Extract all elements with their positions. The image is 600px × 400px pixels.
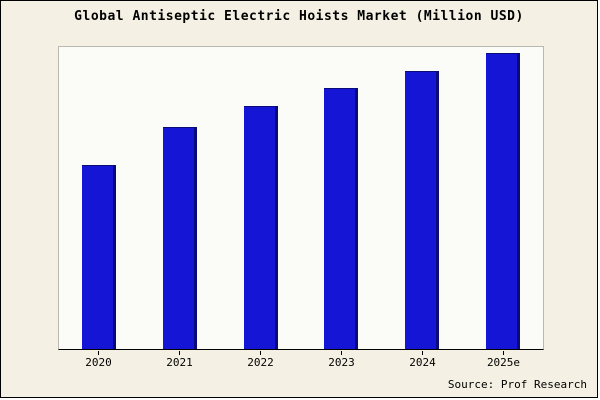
tick-mark xyxy=(422,351,423,355)
x-tick-label: 2020 xyxy=(85,356,112,369)
plot-area xyxy=(58,46,544,350)
x-tick-label: 2021 xyxy=(166,356,193,369)
x-tick: 2024 xyxy=(382,351,463,369)
tick-mark xyxy=(260,351,261,355)
bar xyxy=(163,126,197,349)
bar xyxy=(324,88,359,349)
tick-mark xyxy=(98,351,99,355)
bar-column xyxy=(140,47,221,349)
bar-column xyxy=(301,47,382,349)
bar-column xyxy=(59,47,140,349)
x-axis-labels: 2020 2021 2022 2023 2024 2025e xyxy=(58,351,544,369)
bar-column xyxy=(462,47,543,349)
bar xyxy=(405,70,440,349)
x-tick-label: 2024 xyxy=(409,356,436,369)
tick-mark xyxy=(341,351,342,355)
x-tick-label: 2023 xyxy=(328,356,355,369)
bar xyxy=(243,106,278,349)
x-tick: 2021 xyxy=(139,351,220,369)
chart-title: Global Antiseptic Electric Hoists Market… xyxy=(74,9,524,24)
bar-column xyxy=(382,47,463,349)
source-label: Source: Prof Research xyxy=(447,378,587,391)
bar xyxy=(82,165,117,349)
tick-mark xyxy=(503,351,504,355)
x-tick: 2025e xyxy=(463,351,544,369)
bar-column xyxy=(220,47,301,349)
bar xyxy=(485,52,520,349)
bars xyxy=(59,47,543,349)
x-tick: 2020 xyxy=(58,351,139,369)
x-tick-label: 2022 xyxy=(247,356,274,369)
x-tick: 2023 xyxy=(301,351,382,369)
tick-mark xyxy=(179,351,180,355)
x-tick-label: 2025e xyxy=(486,356,521,369)
x-tick: 2022 xyxy=(220,351,301,369)
